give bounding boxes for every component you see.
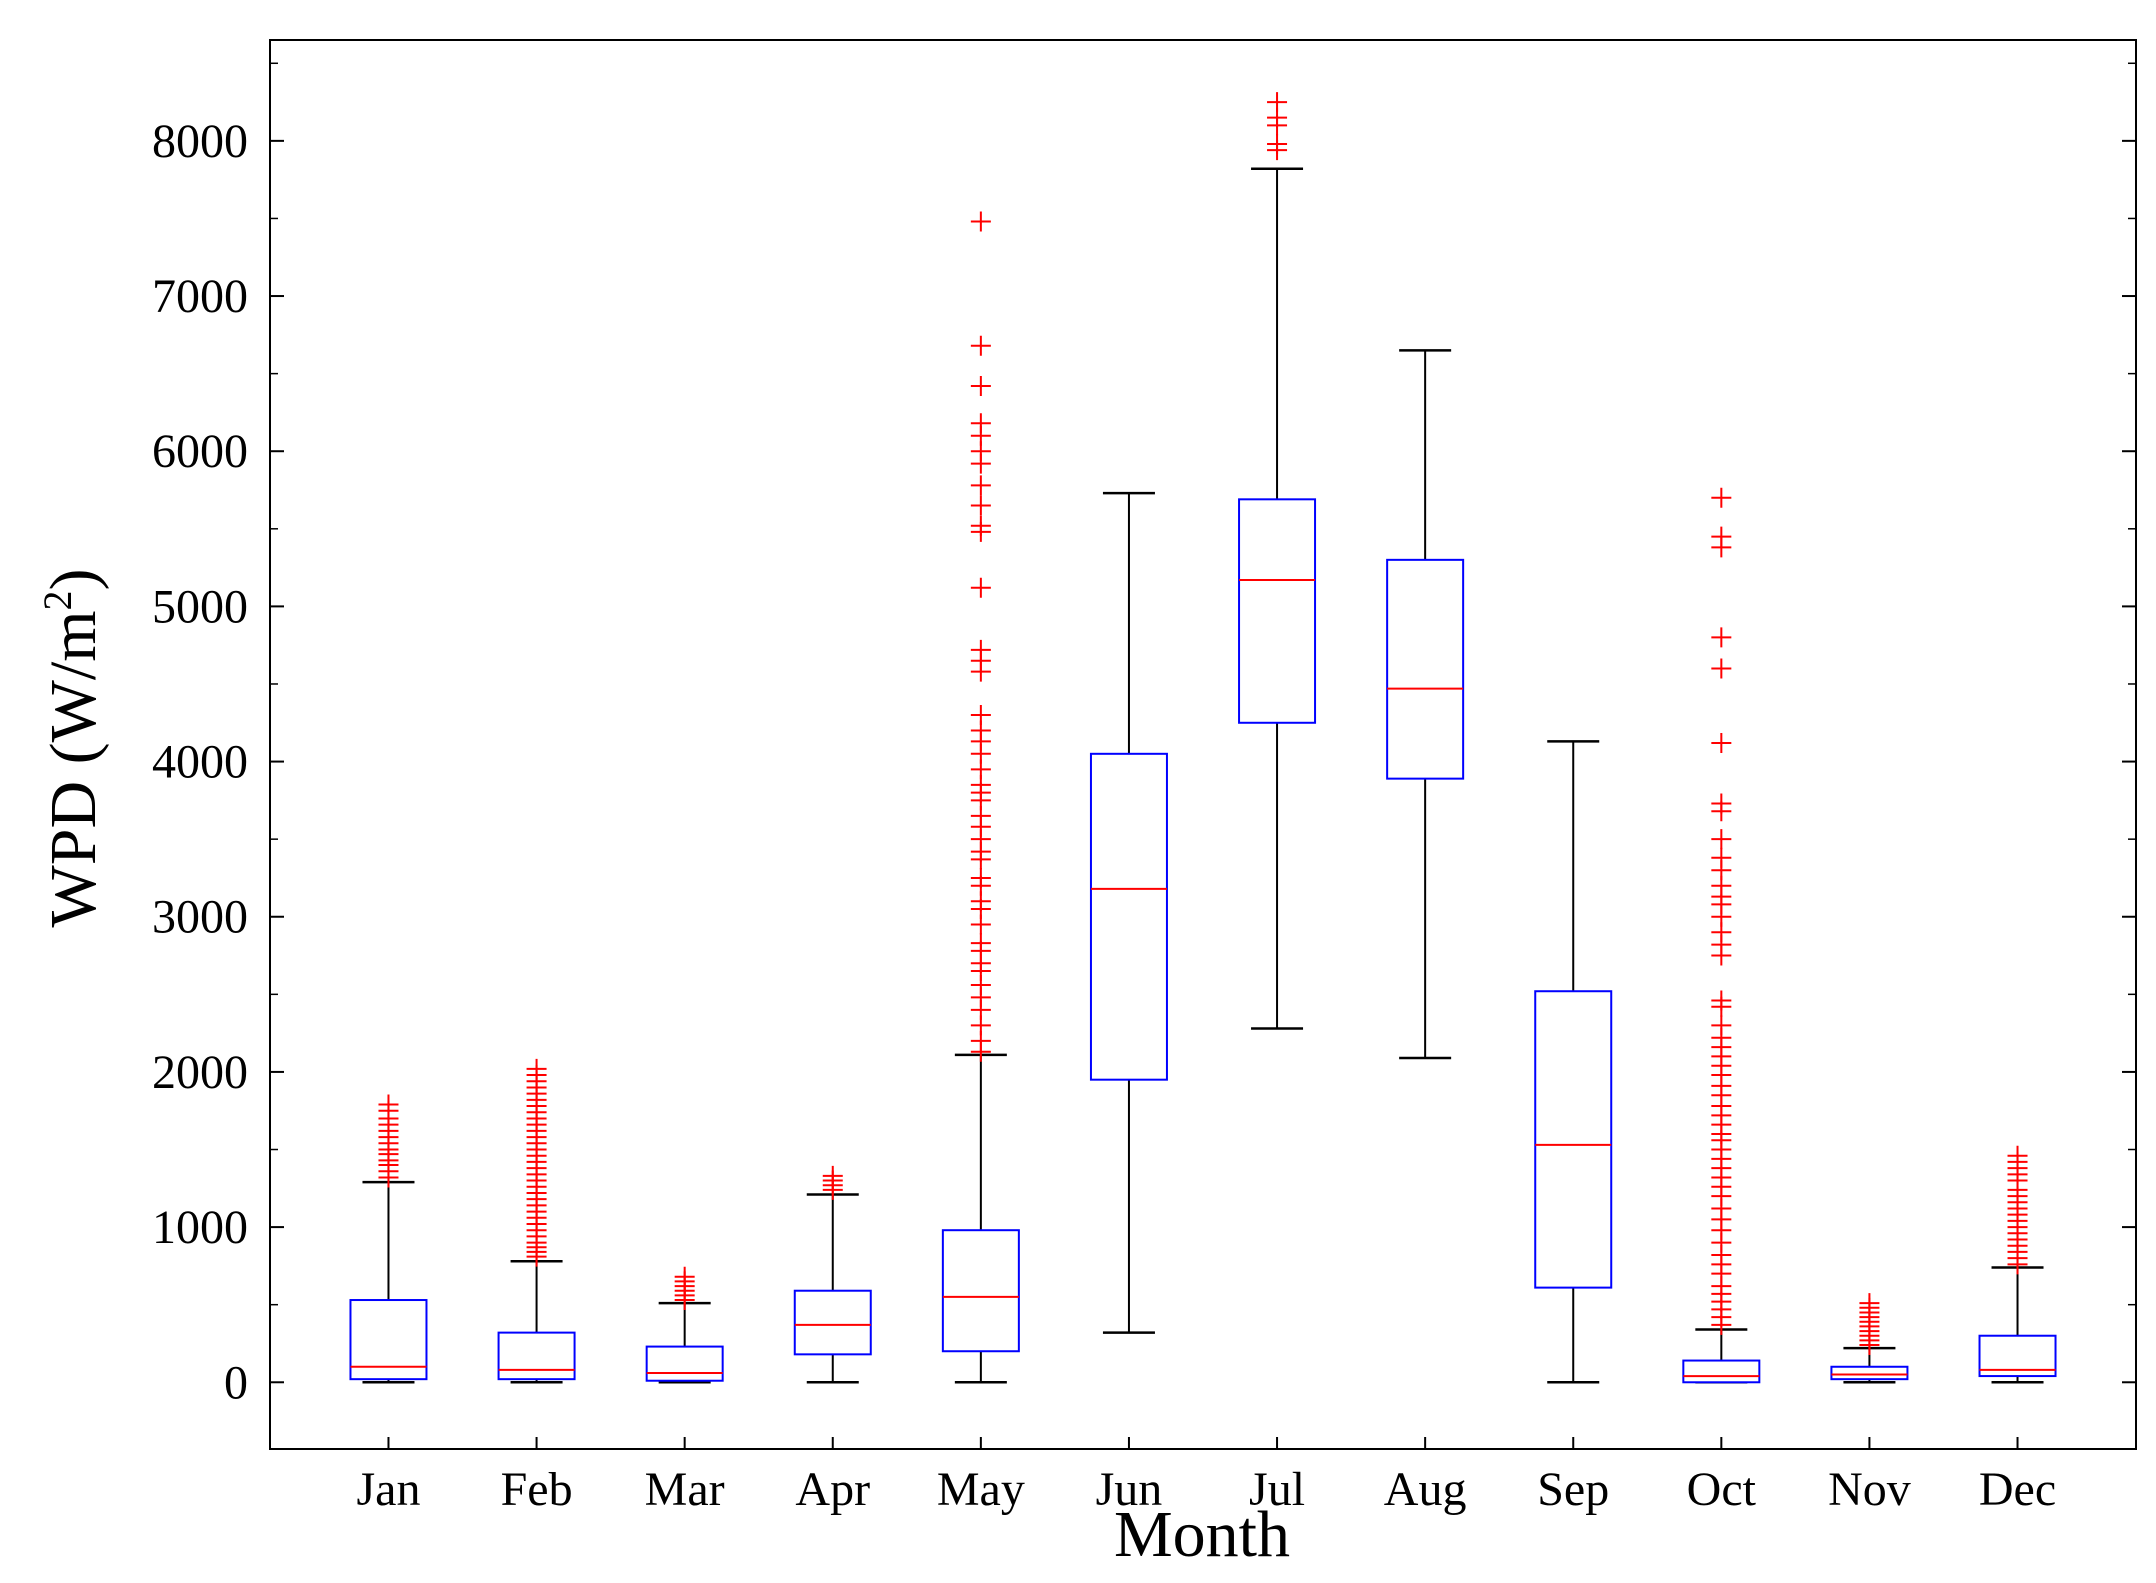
x-tick-label: Nov — [1828, 1463, 1911, 1516]
outlier-marker — [970, 495, 991, 516]
outlier-marker — [526, 1058, 547, 1079]
outlier-marker — [822, 1165, 843, 1186]
outlier-marker — [970, 413, 991, 434]
x-axis-label: Month — [1114, 1498, 1290, 1571]
box-iqr — [793, 1289, 872, 1356]
y-tick-label: 4000 — [152, 736, 248, 789]
outlier-marker — [1267, 133, 1288, 154]
outlier-marker — [1859, 1293, 1880, 1314]
box-iqr — [497, 1331, 576, 1381]
box-iqr — [1089, 752, 1168, 1081]
x-tick-label: Dec — [1979, 1463, 2056, 1516]
outlier-marker — [1711, 990, 1732, 1011]
outlier-marker — [1711, 732, 1732, 753]
y-tick-label: 8000 — [152, 115, 248, 168]
box-iqr — [1238, 498, 1317, 724]
x-tick-label: Jan — [356, 1463, 420, 1516]
y-tick-label: 5000 — [152, 580, 248, 633]
outlier-marker — [1711, 829, 1732, 850]
box-iqr — [941, 1229, 1020, 1353]
outlier-marker — [970, 705, 991, 726]
y-axis-label: WPD (W/m2) — [35, 568, 110, 927]
outlier-marker — [970, 933, 991, 954]
outlier-marker — [1711, 658, 1732, 679]
outlier-marker — [970, 376, 991, 397]
outlier-marker — [970, 335, 991, 356]
y-tick-label: 1000 — [152, 1201, 248, 1254]
outlier-marker — [1711, 847, 1732, 868]
outlier-marker — [674, 1266, 695, 1287]
outlier-marker — [1267, 92, 1288, 113]
y-tick-label: 0 — [224, 1356, 248, 1409]
y-axis-label-superscript: 2 — [35, 590, 80, 610]
outlier-marker — [1711, 627, 1732, 648]
outlier-marker — [970, 867, 991, 888]
y-axis-label-end: ) — [37, 568, 110, 590]
x-tick-label: Oct — [1687, 1463, 1757, 1516]
x-tick-label: Jul — [1249, 1463, 1305, 1516]
outlier-marker — [970, 211, 991, 232]
y-tick-label: 6000 — [152, 425, 248, 478]
outlier-marker — [1711, 793, 1732, 814]
y-tick-label: 2000 — [152, 1046, 248, 1099]
outlier-marker — [970, 515, 991, 536]
x-tick-label: Sep — [1537, 1463, 1609, 1516]
y-tick-label: 3000 — [152, 891, 248, 944]
outlier-marker — [2007, 1145, 2028, 1166]
box-iqr — [645, 1345, 724, 1382]
outlier-marker — [1711, 487, 1732, 508]
x-tick-label: Mar — [645, 1463, 725, 1516]
box-iqr — [1534, 990, 1613, 1289]
outlier-marker — [1711, 526, 1732, 547]
outlier-marker — [378, 1094, 399, 1115]
plot-area: 0 1000 2000 3000 4000 5000 6000 7000 8000 Jan Feb M… — [152, 39, 2137, 1516]
x-tick-label: Aug — [1384, 1463, 1467, 1516]
box-iqr — [1830, 1365, 1909, 1381]
x-tick-label: Jun — [1096, 1463, 1163, 1516]
x-tick-label: Feb — [501, 1463, 573, 1516]
box-iqr — [1386, 558, 1465, 780]
outlier-marker — [1711, 1015, 1732, 1036]
outlier-marker — [970, 577, 991, 598]
x-tick-label: May — [937, 1463, 1025, 1516]
box-iqr — [1682, 1359, 1761, 1384]
x-tick-label: Apr — [795, 1463, 870, 1516]
y-tick-label: 7000 — [152, 270, 248, 323]
outlier-marker — [970, 639, 991, 660]
outlier-marker — [970, 475, 991, 496]
y-axis-label-main: WPD (W/m — [37, 610, 110, 927]
plot-frame — [269, 39, 2137, 1450]
